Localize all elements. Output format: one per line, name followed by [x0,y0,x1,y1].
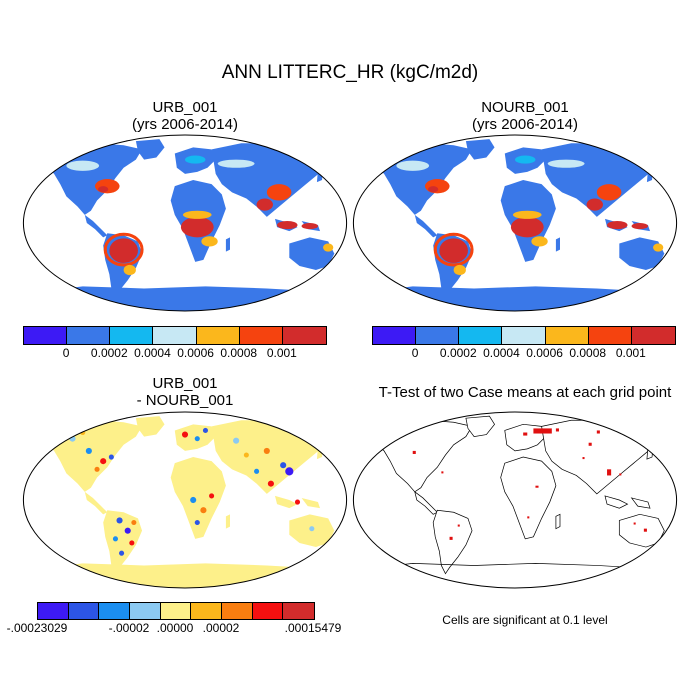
colorbar-urb-swatch [282,327,326,344]
colorbar-urb-swatch [153,327,197,344]
colorbar-nourb-swatch [502,327,546,344]
colorbar-difference-swatch [221,603,253,619]
panel-title-diff-line2: - NOURB_001 [136,392,234,409]
panel-title-nourb-line1: NOURB_001 [481,99,569,116]
map-urb [22,134,348,312]
colorbar-nourb-tick-label: 0.0008 [569,346,607,360]
colorbar-nourb-tick-label: 0.001 [615,346,646,360]
colorbar-difference-tick-label: -.00023029 [6,621,68,635]
colorbar-difference-tick-label: .00002 [202,621,240,635]
map-nourb [352,134,678,312]
colorbar-urb-swatch [110,327,154,344]
map-ttest [352,411,678,589]
colorbar-nourb-swatch [373,327,417,344]
colorbar-difference-swatch [68,603,100,619]
colorbar-difference-tick-label: .00000 [156,621,194,635]
colorbar-nourb-swatch [416,327,460,344]
panel-title-diff-line1: URB_001 [152,375,218,392]
colorbar-nourb-swatch [588,327,632,344]
colorbar-difference-swatch [191,603,222,619]
panel-title-nourb-line2: (yrs 2006-2014) [472,116,578,133]
colorbar-nourb [372,326,676,345]
colorbar-nourb-swatch [631,327,675,344]
colorbar-urb-swatch [239,327,283,344]
colorbar-nourb-tick-label: 0 [411,346,419,360]
colorbar-urb-tick-label: 0 [62,346,70,360]
colorbar-urb-swatch [67,327,111,344]
colorbar-difference-swatch [283,603,314,619]
colorbar-urb-swatch [24,327,68,344]
colorbar-urb-swatch [196,327,240,344]
figure-title: ANN LITTERC_HR (kgC/m2d) [221,62,479,83]
colorbar-difference-swatch [252,603,284,619]
colorbar-urb-tick-label: 0.0008 [220,346,258,360]
significance-note: Cells are significant at 0.1 level [442,613,608,627]
colorbar-nourb-tick-label: 0.0004 [483,346,520,360]
colorbar-difference-swatch [160,603,192,619]
colorbar-nourb-tick-label: 0.0006 [526,346,563,360]
colorbar-urb-tick-label: 0.0004 [134,346,171,360]
panel-title-urb-line1: URB_001 [152,99,218,116]
colorbar-difference-tick-label: .00015479 [284,621,342,635]
colorbar-nourb-tick-label: 0.0002 [439,346,477,360]
colorbar-urb-tick-label: 0.0006 [177,346,214,360]
colorbar-urb-tick-label: 0.001 [266,346,297,360]
colorbar-difference-swatch [99,603,130,619]
colorbar-urb [23,326,327,345]
panel-title-urb-line2: (yrs 2006-2014) [132,116,238,133]
colorbar-difference-tick-label: -.00002 [108,621,150,635]
colorbar-urb-tick-label: 0.0002 [90,346,128,360]
colorbar-difference-swatch [38,603,69,619]
map-difference [22,411,348,589]
colorbar-nourb-swatch [545,327,589,344]
colorbar-difference [37,602,315,620]
panel-title-nourb: NOURB_001 (yrs 2006-2014) [375,99,675,133]
panel-title-ttest: T-Test of two Case means at each grid po… [378,384,672,401]
colorbar-nourb-swatch [459,327,503,344]
colorbar-difference-swatch [129,603,161,619]
panel-title-diff: URB_001 - NOURB_001 [35,375,335,409]
panel-title-urb: URB_001 (yrs 2006-2014) [35,99,335,133]
